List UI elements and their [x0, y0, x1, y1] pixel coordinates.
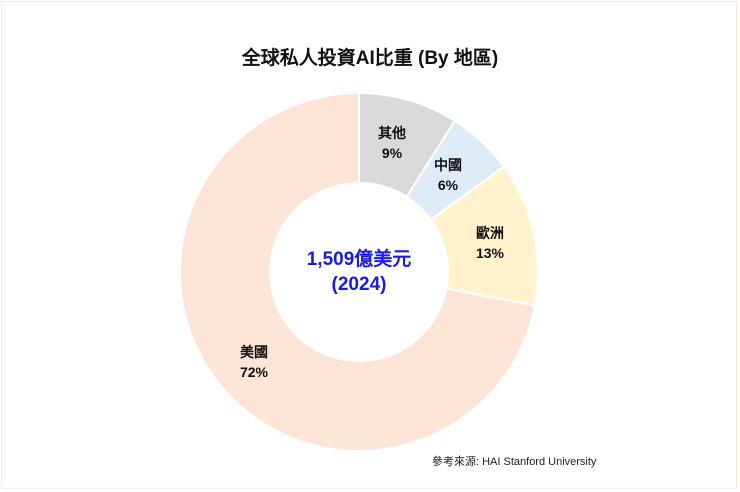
label-usa-name: 美國 [240, 344, 268, 360]
label-china-pct: 6% [437, 177, 459, 193]
label-china-name: 中國 [434, 157, 462, 173]
label-europe-name: 歐洲 [476, 225, 504, 241]
chart-title: 全球私人投資AI比重 (By 地區) [241, 48, 499, 69]
center-year: (2024) [331, 274, 387, 295]
label-usa: 美國 72% [240, 342, 268, 382]
label-other-name: 其他 [378, 125, 406, 141]
label-china: 中國 6% [434, 155, 462, 195]
center-total: 1,509億美元 (2024) [307, 247, 412, 297]
center-amount: 1,509億美元 [306, 249, 412, 270]
slice-usa [179, 91, 536, 452]
label-other-pct: 9% [381, 145, 403, 161]
label-usa-pct: 72% [239, 364, 269, 380]
label-europe: 歐洲 13% [476, 223, 504, 263]
source-note: 參考來源: HAI Stanford University [432, 456, 597, 468]
label-europe-pct: 13% [475, 245, 505, 261]
label-other: 其他 9% [378, 123, 406, 163]
